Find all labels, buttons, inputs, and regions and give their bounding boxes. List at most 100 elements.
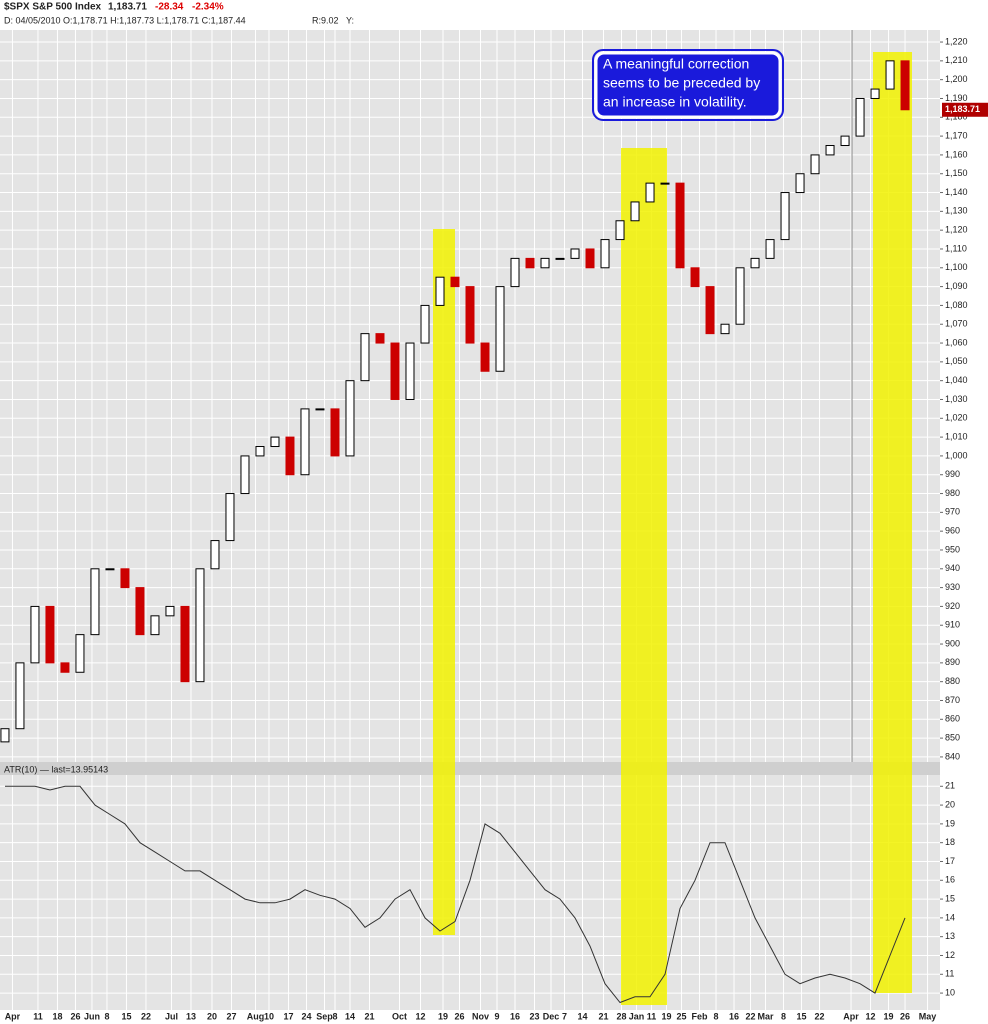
annotation: A meaningful correction	[603, 56, 749, 72]
highlight	[621, 148, 667, 1005]
x-tick-label: 15	[797, 1011, 807, 1021]
candle	[405, 342, 415, 400]
candle	[525, 257, 535, 269]
y-tick-label: 11	[945, 969, 954, 979]
last-price: 1,183.71	[108, 2, 147, 13]
x-tick-label: 16	[510, 1011, 520, 1021]
x-tick-label: 16	[729, 1011, 739, 1021]
candle	[165, 605, 175, 617]
x-tick-label: 26	[70, 1011, 80, 1021]
candle	[0, 728, 10, 743]
x-tick-label: 12	[866, 1011, 876, 1021]
y-tick-label: 950	[945, 544, 960, 554]
x-tick-label: May	[919, 1011, 937, 1021]
x-tick-label: 24	[301, 1011, 311, 1021]
y-tick-label: 1,000	[945, 450, 968, 460]
candle	[465, 286, 475, 344]
x-tick-label: 8	[104, 1011, 109, 1021]
candle	[705, 286, 715, 335]
y-tick-label: 1,210	[945, 55, 968, 65]
candle	[660, 182, 670, 185]
x-tick-label: 17	[283, 1011, 293, 1021]
annotation: an increase in volatility.	[603, 94, 747, 110]
y-tick-label: 16	[945, 875, 955, 885]
last-price-label: 1,183.71	[945, 104, 980, 114]
x-tick-label: Sep	[316, 1011, 333, 1021]
info-r: R:9.02	[312, 15, 339, 25]
candle	[45, 605, 55, 664]
x-tick-label: Mar	[758, 1011, 775, 1021]
candle	[210, 540, 220, 570]
x-tick-label: 18	[52, 1011, 62, 1021]
candle	[810, 154, 820, 175]
x-tick-label: 21	[364, 1011, 374, 1021]
y-tick-label: 1,080	[945, 300, 968, 310]
candle	[645, 182, 655, 203]
candle	[540, 257, 550, 269]
candle	[225, 493, 235, 542]
candle	[630, 201, 640, 222]
x-tick-label: Jan	[629, 1011, 645, 1021]
x-tick-label: 8	[332, 1011, 337, 1021]
highlight	[433, 229, 455, 935]
candle	[390, 342, 400, 400]
x-tick-label: 22	[746, 1011, 756, 1021]
x-tick-label: Apr	[5, 1011, 21, 1021]
x-tick-label: Jul	[165, 1011, 178, 1021]
y-tick-label: 910	[945, 620, 960, 630]
candle	[765, 239, 775, 259]
candle	[120, 568, 130, 589]
candle	[180, 605, 190, 683]
y-tick-label: 840	[945, 751, 960, 761]
y-tick-label: 10	[945, 987, 955, 997]
candle	[690, 267, 700, 288]
x-tick-label: 11	[647, 1011, 657, 1021]
y-tick-label: 19	[945, 818, 955, 828]
x-tick-label: 28	[617, 1011, 627, 1021]
x-tick-label: 14	[345, 1011, 355, 1021]
candle	[825, 145, 835, 156]
candle	[300, 408, 310, 476]
x-tick-label: 7	[562, 1011, 567, 1021]
y-tick-label: 15	[945, 893, 955, 903]
x-tick-label: 15	[121, 1011, 131, 1021]
candle	[555, 257, 565, 260]
x-tick-label: Aug	[247, 1011, 265, 1021]
info: D: 04/05/2010 O:1,178.71 H:1,187.73 L:1,…	[4, 15, 246, 25]
y-tick-label: 990	[945, 469, 960, 479]
y-tick-label: 1,160	[945, 149, 968, 159]
y-tick-label: 1,220	[945, 36, 968, 46]
candle	[480, 342, 490, 372]
y-tick-label: 1,040	[945, 375, 968, 385]
candle	[600, 239, 610, 269]
atr-title: ATR(10) — last=13.95143	[4, 764, 108, 774]
y-tick-label: 1,020	[945, 413, 968, 423]
change-pct: -2.34%	[192, 2, 224, 13]
annotation: seems to be preceded by	[603, 75, 760, 91]
candle	[105, 568, 115, 571]
candle	[330, 408, 340, 457]
y-tick-label: 890	[945, 657, 960, 667]
callout-border	[592, 49, 784, 121]
candle	[675, 182, 685, 269]
candle	[90, 568, 100, 636]
x-tick-label: 19	[662, 1011, 672, 1021]
x-tick-label: 22	[141, 1011, 151, 1021]
info-y: Y:	[346, 15, 354, 25]
x-tick-label: Nov	[472, 1011, 489, 1021]
candle	[735, 267, 745, 325]
y-tick-label: 18	[945, 837, 955, 847]
candle	[60, 662, 70, 673]
x-tick-label: Oct	[392, 1011, 407, 1021]
title: $SPX S&P 500 Index	[4, 2, 102, 13]
y-tick-label: 940	[945, 563, 960, 573]
x-tick-label: 21	[599, 1011, 609, 1021]
candle	[885, 60, 895, 90]
candle	[195, 568, 205, 683]
callout-box	[594, 51, 782, 119]
candle	[420, 304, 430, 344]
candle	[15, 662, 25, 730]
y-tick-label: 1,110	[945, 243, 967, 253]
atr-line	[5, 785, 906, 1004]
